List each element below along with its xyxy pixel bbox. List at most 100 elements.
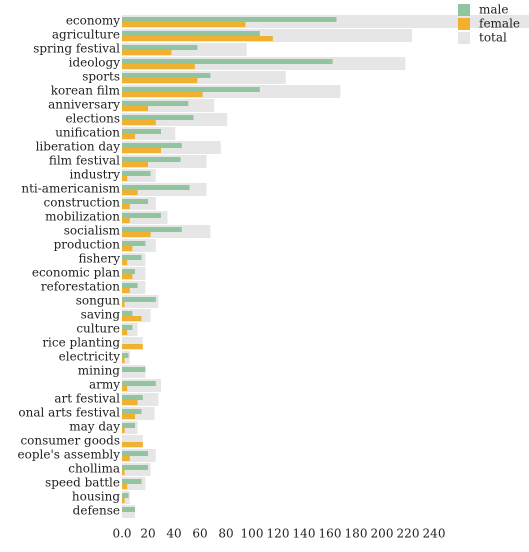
x-tick-label: 180 xyxy=(345,527,368,541)
bar xyxy=(122,409,142,414)
y-tick-label: speed battle xyxy=(45,476,120,490)
y-tick-label: anniversary xyxy=(48,98,120,112)
y-tick-label: culture xyxy=(76,322,120,336)
y-tick-label: agriculture xyxy=(52,28,120,42)
y-tick-label: electricity xyxy=(59,350,121,364)
bar xyxy=(122,428,125,433)
bar xyxy=(122,395,143,400)
legend-swatch xyxy=(458,18,470,30)
bar xyxy=(122,176,128,181)
y-tick-label: songun xyxy=(76,294,121,308)
bar xyxy=(122,129,161,134)
bar xyxy=(122,92,203,97)
bar xyxy=(122,218,130,223)
bar xyxy=(122,493,129,498)
bar xyxy=(122,171,151,176)
y-tick-label: industry xyxy=(70,168,121,182)
y-tick-label: saving xyxy=(81,308,121,322)
x-tick-label: 20 xyxy=(140,527,155,541)
y-tick-label: housing xyxy=(72,490,120,504)
y-tick-label: construction xyxy=(44,196,121,210)
bar xyxy=(122,199,148,204)
bar xyxy=(122,190,138,195)
y-tick-label: army xyxy=(89,378,120,392)
y-tick-label: nti-americanism xyxy=(21,182,120,196)
bar xyxy=(122,344,143,349)
bar xyxy=(122,297,156,302)
bar xyxy=(122,386,128,391)
bar xyxy=(122,358,125,363)
y-tick-label: may day xyxy=(69,420,120,434)
bar xyxy=(122,316,142,321)
bar xyxy=(122,148,161,153)
bar xyxy=(122,241,146,246)
bar xyxy=(122,78,198,83)
bar xyxy=(122,87,260,92)
y-tick-label: korean film xyxy=(51,84,121,98)
bar xyxy=(122,260,128,265)
y-tick-label: economic plan xyxy=(32,266,120,280)
bar xyxy=(122,50,172,55)
bar xyxy=(122,414,135,419)
bar xyxy=(122,246,133,251)
bar xyxy=(122,17,337,22)
legend-label: female xyxy=(479,17,520,31)
bar xyxy=(122,45,198,50)
bar xyxy=(122,274,133,279)
bar xyxy=(122,204,130,209)
y-tick-label: spring festival xyxy=(33,42,120,56)
y-tick-label: socialism xyxy=(64,224,121,238)
y-tick-label: eople's assembly xyxy=(18,448,121,462)
bar xyxy=(122,101,189,106)
y-tick-label: chollima xyxy=(68,462,120,476)
bar xyxy=(122,162,148,167)
y-tick-label: liberation day xyxy=(36,140,121,154)
bar xyxy=(122,269,135,274)
bar xyxy=(122,115,194,120)
x-tick-label: 100 xyxy=(241,527,264,541)
bar xyxy=(122,143,182,148)
y-tick-label: film festival xyxy=(49,154,120,168)
bar xyxy=(122,442,143,447)
bar xyxy=(122,302,125,307)
bar xyxy=(122,36,273,41)
bar xyxy=(122,484,128,489)
bar xyxy=(122,451,148,456)
y-tick-label: art festival xyxy=(54,392,120,406)
x-tick-label: 140 xyxy=(293,527,316,541)
legend-swatch xyxy=(458,32,470,44)
legend-label: total xyxy=(479,31,507,45)
bar xyxy=(122,232,151,237)
bar xyxy=(122,255,142,260)
y-tick-label: consumer goods xyxy=(20,434,120,448)
y-tick-label: defense xyxy=(73,504,120,518)
bar xyxy=(122,456,130,461)
bar xyxy=(122,157,181,162)
bar xyxy=(122,64,195,69)
bar xyxy=(122,423,135,428)
bar xyxy=(122,22,246,27)
bar xyxy=(122,507,135,512)
x-tick-label: 80 xyxy=(218,527,233,541)
bar xyxy=(122,73,211,78)
y-tick-label: unification xyxy=(55,126,120,140)
bar xyxy=(122,400,138,405)
x-tick-label: 60 xyxy=(192,527,207,541)
y-tick-label: economy xyxy=(66,14,120,28)
y-tick-label: fishery xyxy=(78,252,120,266)
bar xyxy=(122,227,182,232)
legend-swatch xyxy=(458,4,470,16)
bar xyxy=(122,106,148,111)
y-tick-label: onal arts festival xyxy=(18,406,120,420)
y-tick-label: rice planting xyxy=(42,336,120,350)
bar xyxy=(122,470,125,475)
bar xyxy=(122,353,129,358)
y-tick-label: sports xyxy=(82,70,120,84)
bar xyxy=(122,465,148,470)
bar xyxy=(122,311,133,316)
bar xyxy=(122,59,333,64)
bar xyxy=(122,283,138,288)
bar xyxy=(122,498,125,503)
y-tick-label: mobilization xyxy=(45,210,120,224)
